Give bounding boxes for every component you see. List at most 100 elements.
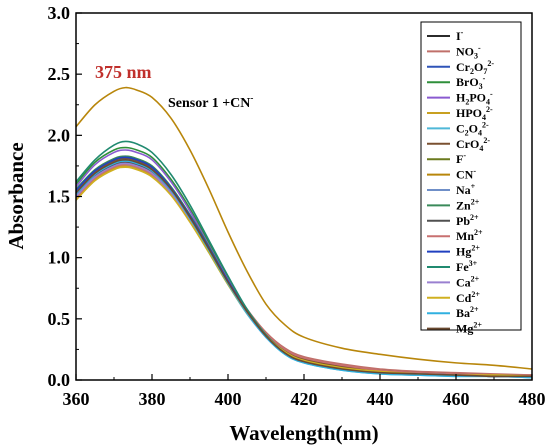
y-tick-label: 0.0 (48, 370, 71, 390)
legend-label-10: Na+ (456, 182, 476, 197)
legend-label-sup: 2+ (474, 228, 483, 237)
legend-label-sup: - (463, 151, 466, 160)
legend-label-8: F- (456, 151, 466, 166)
legend-label-part: Hg (456, 245, 471, 259)
y-tick-label: 2.0 (48, 125, 71, 145)
legend-label-sup: 2+ (470, 213, 479, 222)
series-line-19 (75, 158, 533, 378)
legend-label-2: Cr2O72- (456, 59, 494, 76)
legend-label-17: Cd2+ (456, 290, 480, 305)
legend-label-part: CN (456, 168, 474, 182)
y-tick-label: 2.5 (48, 64, 71, 84)
x-tick-label: 360 (63, 389, 90, 409)
legend-label-5: HPO42- (456, 105, 493, 122)
legend: I-NO3-Cr2O72-BrO3-H2PO4-HPO42-C2O42-CrO4… (420, 21, 522, 336)
x-tick-label: 440 (367, 389, 394, 409)
legend-label-part: F (456, 152, 463, 166)
legend-label-sup: 2- (483, 136, 490, 145)
legend-label-sup: 3+ (469, 259, 478, 268)
y-axis-title: Absorbance (4, 142, 28, 249)
legend-label-sup: - (478, 43, 481, 52)
legend-label-part: CrO (456, 137, 479, 151)
legend-label-part: H (456, 91, 466, 105)
legend-label-6: C2O42- (456, 120, 489, 137)
legend-label-sup: 2+ (471, 197, 480, 206)
legend-label-4: H2PO4- (456, 90, 493, 107)
x-tick-label: 460 (443, 389, 470, 409)
legend-label-sup: 2- (487, 59, 494, 68)
peak-label: 375 nm (95, 62, 152, 82)
legend-label-0: I- (456, 28, 464, 43)
legend-label-part: BrO (456, 75, 479, 89)
y-tick-label: 0.5 (48, 309, 71, 329)
legend-label-sup: 2- (482, 120, 489, 129)
legend-label-19: Mg2+ (456, 321, 482, 336)
legend-label-12: Pb2+ (456, 213, 479, 228)
legend-label-part: C (456, 121, 465, 135)
legend-label-part: O (474, 60, 483, 74)
sensor-label-sup: - (250, 93, 253, 103)
legend-label-part: Ba (456, 306, 470, 320)
x-tick-label: 420 (291, 389, 318, 409)
legend-label-sup: 2+ (471, 244, 480, 253)
legend-label-sub: 3 (474, 51, 478, 60)
legend-label-part: Na (456, 183, 471, 197)
legend-label-9: CN- (456, 167, 476, 182)
legend-label-part: Mg (456, 322, 473, 336)
legend-label-sub: 4 (482, 113, 486, 122)
legend-label-sub: 2 (465, 128, 469, 137)
series-line-9 (75, 86, 533, 370)
legend-label-sup: 2+ (470, 305, 479, 314)
legend-label-sup: - (461, 28, 464, 37)
legend-label-13: Mn2+ (456, 228, 483, 243)
legend-label-part: Cr (456, 60, 471, 74)
legend-label-11: Zn2+ (456, 197, 480, 212)
legend-label-sup: - (490, 90, 493, 99)
y-tick-label: 1.0 (48, 248, 71, 268)
x-tick-label: 480 (519, 389, 546, 409)
x-tick-label: 380 (139, 389, 166, 409)
legend-label-sub: 4 (478, 128, 482, 137)
legend-label-sub: 2 (465, 98, 469, 107)
legend-label-sup: + (471, 182, 476, 191)
legend-label-sup: 2+ (471, 290, 480, 299)
legend-label-part: NO (456, 44, 474, 58)
legend-label-part: Ca (456, 275, 471, 289)
x-axis-title: Wavelength(nm) (229, 421, 378, 445)
legend-label-part: Mn (456, 229, 474, 243)
y-tick-label: 3.0 (48, 3, 71, 23)
x-tick-label: 400 (215, 389, 242, 409)
legend-label-part: O (469, 121, 478, 135)
legend-label-18: Ba2+ (456, 305, 479, 320)
legend-label-part: HPO (456, 106, 482, 120)
legend-label-part: Fe (456, 260, 469, 274)
legend-label-3: BrO3- (456, 74, 486, 91)
legend-label-15: Fe3+ (456, 259, 478, 274)
legend-label-7: CrO42- (456, 136, 490, 153)
legend-label-14: Hg2+ (456, 244, 480, 259)
sensor-label-text: Sensor 1 +CN (168, 96, 250, 111)
series-curves (75, 86, 533, 379)
legend-label-part: PO (469, 91, 486, 105)
sensor-label: Sensor 1 +CN- (168, 93, 253, 111)
legend-label-sub: 3 (479, 82, 483, 91)
legend-label-part: Pb (456, 214, 470, 228)
legend-label-sup: - (483, 74, 486, 83)
legend-label-sup: 2- (486, 105, 493, 114)
legend-label-part: Cd (456, 291, 472, 305)
legend-label-sup: 2+ (471, 274, 480, 283)
y-tick-label: 1.5 (48, 187, 71, 207)
legend-label-sub: 2 (470, 67, 474, 76)
axis-tick-labels: 360 380 400 420 440 460 480 0.0 0.5 1.0 1.5 2.0 2.5 3… (48, 3, 546, 409)
legend-label-part: I (456, 29, 461, 43)
axis-ticks (75, 12, 533, 381)
legend-box (420, 21, 522, 331)
legend-label-sub: 4 (486, 98, 490, 107)
legend-label-sup: - (473, 167, 476, 176)
legend-label-sub: 4 (479, 144, 483, 153)
legend-label-sup: 2+ (473, 321, 482, 330)
legend-label-sub: 7 (483, 67, 487, 76)
legend-label-1: NO3- (456, 43, 481, 60)
legend-label-part: Zn (456, 198, 471, 212)
